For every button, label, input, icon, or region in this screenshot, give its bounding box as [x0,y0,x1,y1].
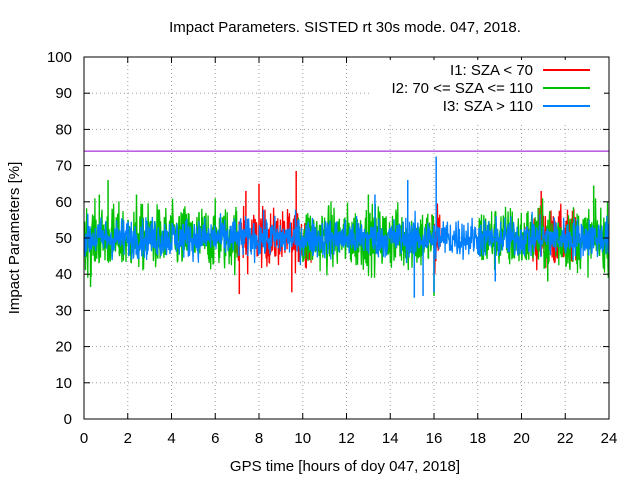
legend-label-i2: I2: 70 <= SZA <= 110 [392,80,534,97]
x-tick-label: 18 [469,430,486,447]
y-tick-label: 20 [55,339,72,356]
x-tick-label: 8 [255,430,263,447]
y-tick-label: 100 [47,49,72,66]
x-tick-label: 20 [513,430,530,447]
legend: I1: SZA < 70 I2: 70 <= SZA <= 110 I3: SZ… [372,60,604,122]
x-axis-title: GPS time [hours of doy 047, 2018] [230,458,460,475]
x-tick-label: 2 [124,430,132,447]
x-axis-ticks: 0 2 4 6 8 10 12 14 16 18 20 22 24 [80,57,618,447]
series-trace [83,209,610,266]
y-tick-label: 50 [55,230,72,247]
y-tick-label: 30 [55,302,72,319]
series-trace [83,198,238,278]
legend-label-i3: I3: SZA > 110 [443,98,533,115]
series-group [83,156,610,298]
x-tick-label: 12 [338,430,355,447]
x-tick-label: 10 [294,430,311,447]
x-tick-label: 22 [557,430,574,447]
y-axis-title: Impact Parameters [%] [6,162,23,315]
x-tick-label: 6 [211,430,219,447]
series-i3-sza-gt-110 [83,156,610,298]
x-tick-label: 24 [601,430,618,447]
y-tick-label: 40 [55,266,72,283]
y-tick-label: 60 [55,194,72,211]
y-tick-label: 70 [55,158,72,175]
y-tick-label: 80 [55,121,72,138]
x-tick-label: 16 [426,430,443,447]
y-tick-label: 10 [55,375,72,392]
x-tick-label: 0 [80,430,88,447]
y-axis-ticks: 0 10 20 30 40 50 60 70 80 90 100 [47,49,609,428]
y-tick-label: 0 [64,411,72,428]
y-tick-label: 90 [55,85,72,102]
x-tick-label: 14 [382,430,399,447]
legend-label-i1: I1: SZA < 70 [450,62,533,79]
chart-title: Impact Parameters. SISTED rt 30s mode. 0… [169,19,521,36]
x-tick-label: 4 [167,430,175,447]
